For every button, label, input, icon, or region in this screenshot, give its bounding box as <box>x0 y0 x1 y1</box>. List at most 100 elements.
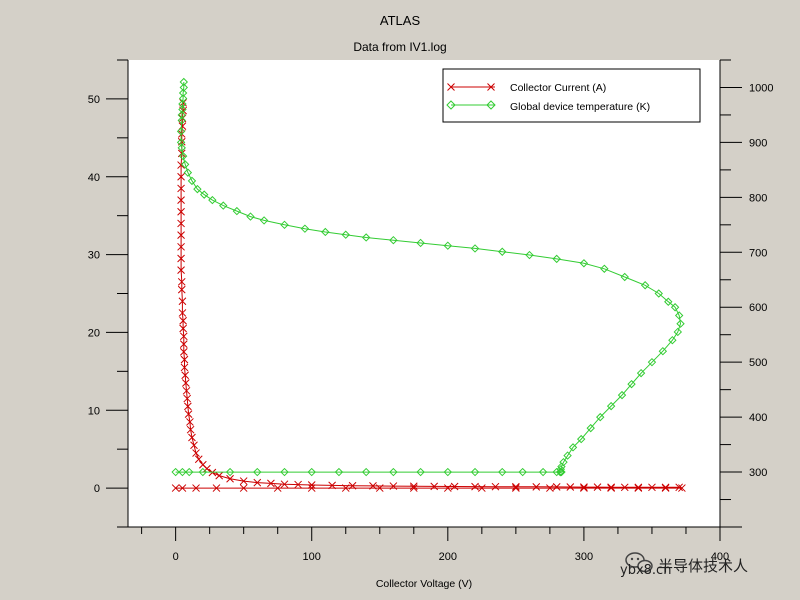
data-point <box>552 483 561 491</box>
data-point <box>617 390 627 400</box>
plot-area <box>128 60 720 527</box>
data-point <box>177 196 185 204</box>
data-point <box>179 77 189 87</box>
data-point <box>518 467 527 477</box>
x-tick-label: 400 <box>711 551 729 563</box>
data-point <box>654 289 663 298</box>
data-point <box>596 412 605 422</box>
data-point <box>183 168 193 177</box>
data-point <box>179 324 187 333</box>
data-point <box>178 297 187 306</box>
legend-marker-temperature-1 <box>446 100 456 110</box>
data-point <box>661 483 670 492</box>
data-point <box>627 379 636 389</box>
data-point <box>177 242 185 251</box>
data-point <box>192 484 200 492</box>
wechat-icon <box>625 552 653 573</box>
data-point <box>177 266 185 275</box>
data-point <box>579 259 589 268</box>
data-point <box>670 303 680 312</box>
legend-marker-temperature-2 <box>486 100 496 110</box>
data-point <box>658 346 668 356</box>
data-point <box>416 238 425 248</box>
data-point <box>477 484 486 492</box>
data-point <box>607 484 615 492</box>
data-point <box>307 467 316 477</box>
data-point <box>341 484 350 492</box>
y-tick-label: 50 <box>88 94 100 106</box>
data-point <box>566 483 575 491</box>
data-point <box>192 449 200 457</box>
y-axis: 0 10 20 30 40 50 <box>88 59 128 528</box>
data-point <box>185 467 194 477</box>
data-point <box>178 467 187 477</box>
data-point <box>177 116 186 125</box>
data-point <box>187 176 197 186</box>
x-tick-label: 300 <box>575 551 593 563</box>
data-point <box>179 83 189 92</box>
data-point <box>178 88 188 98</box>
data-point <box>186 418 194 426</box>
data-point <box>182 386 191 395</box>
data-point <box>389 467 398 477</box>
data-point <box>341 230 350 239</box>
y2-tick-label: 700 <box>749 247 767 259</box>
data-point <box>498 467 507 477</box>
data-point <box>280 220 289 230</box>
data-point <box>177 254 185 263</box>
data-point <box>552 467 561 477</box>
data-point <box>586 423 595 433</box>
data-point <box>232 206 242 216</box>
data-point <box>171 467 180 477</box>
data-point <box>620 483 629 492</box>
data-point <box>219 201 228 210</box>
data-point <box>471 482 479 491</box>
x-tick-label: 200 <box>439 551 457 563</box>
x-tick-label: 0 <box>173 551 179 563</box>
series-device-temperature <box>171 77 685 477</box>
x-axis: 0 100 200 300 400 <box>141 527 729 563</box>
data-point <box>512 482 520 491</box>
data-point <box>328 481 336 490</box>
data-point <box>183 394 192 403</box>
data-point <box>181 371 190 380</box>
data-point <box>186 425 195 434</box>
data-point <box>177 184 185 193</box>
data-point <box>178 151 188 161</box>
watermark-brand: 半导体技术人 <box>658 557 748 575</box>
data-point <box>576 434 586 444</box>
data-point <box>176 127 186 136</box>
data-point <box>208 195 217 205</box>
data-point <box>178 99 187 109</box>
data-point <box>180 363 189 372</box>
data-point <box>180 160 190 169</box>
data-point <box>470 244 480 253</box>
y2-tick-label: 300 <box>749 467 767 479</box>
data-point <box>171 484 180 492</box>
data-point <box>361 467 371 477</box>
data-point <box>273 484 282 492</box>
data-point <box>676 319 685 328</box>
data-point <box>177 285 186 294</box>
series-collector-current <box>171 98 686 492</box>
data-point <box>409 484 418 492</box>
legend-marker-current-2 <box>487 83 495 91</box>
data-point <box>532 482 541 491</box>
data-point <box>194 455 203 464</box>
x-tick-label: 100 <box>303 551 321 563</box>
data-point <box>600 264 609 273</box>
legend-box <box>442 68 701 123</box>
data-point <box>675 483 684 492</box>
data-point <box>177 143 186 153</box>
legend-label-current: Collector Current (A) <box>510 82 606 94</box>
data-point <box>538 467 548 477</box>
data-point <box>580 483 588 491</box>
data-point <box>443 241 453 250</box>
data-point <box>498 247 507 256</box>
data-point <box>450 482 459 491</box>
data-point <box>180 355 189 364</box>
data-point <box>443 484 452 492</box>
data-point <box>636 368 646 378</box>
data-point <box>177 172 185 181</box>
